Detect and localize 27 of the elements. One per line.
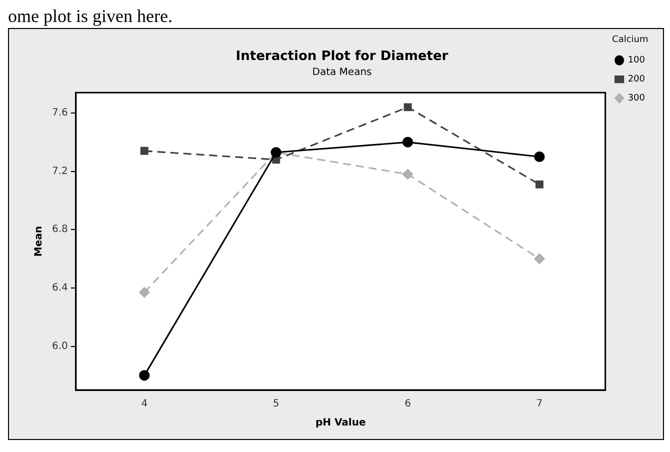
y-tick-label: 6.0 (52, 340, 68, 352)
legend-title: Calcium (612, 34, 648, 45)
text: ome plot is given here. (8, 6, 174, 26)
point (534, 151, 545, 162)
legend-label: 200 (628, 74, 646, 85)
y-tick-label: 7.6 (52, 108, 68, 119)
point (139, 370, 150, 381)
point (402, 168, 414, 180)
point (402, 136, 414, 148)
chart-subtitle: Data Means (312, 67, 372, 78)
legend-label: 100 (628, 56, 646, 66)
x-tick-label: 6 (404, 398, 411, 410)
point (534, 253, 545, 264)
y-tick-label: 6.4 (52, 282, 68, 294)
y-tick-label: 6.8 (52, 224, 68, 236)
x-axis-title: pH Value (315, 418, 366, 429)
chart-title: Interaction Plot for Diameter (236, 49, 449, 64)
point (404, 103, 412, 112)
point (535, 180, 544, 188)
y-tick-label: 7.2 (52, 166, 68, 177)
x-tick-label: 5 (272, 398, 280, 410)
x-tick-label: 7 (536, 398, 543, 410)
point (139, 287, 150, 298)
x-tick-label: 4 (141, 398, 148, 410)
y-axis-title: Mean (34, 226, 45, 257)
legend-label: 300 (628, 94, 646, 104)
point (140, 146, 148, 155)
